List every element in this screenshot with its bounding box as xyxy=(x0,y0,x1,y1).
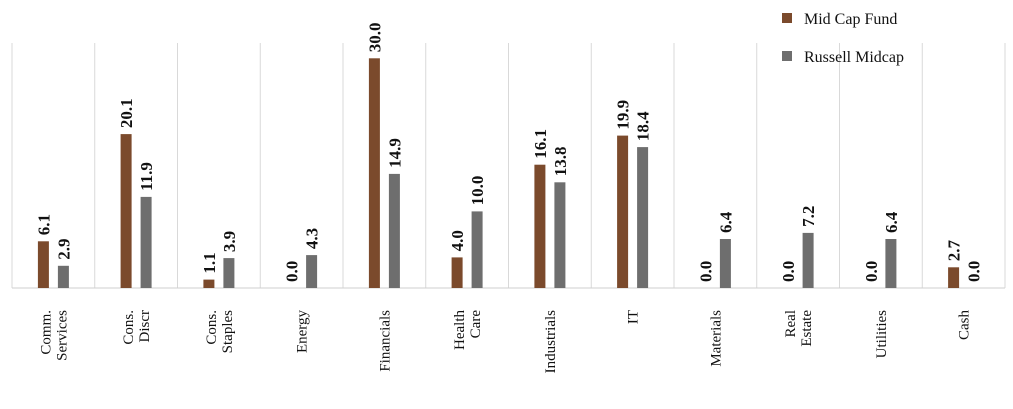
data-label: 10.0 xyxy=(468,176,487,206)
bar xyxy=(617,135,629,288)
bar xyxy=(203,279,215,288)
category-label: Comm. xyxy=(38,310,54,355)
bar xyxy=(37,241,49,288)
data-label: 0.0 xyxy=(965,261,984,282)
data-label: 6.4 xyxy=(716,211,735,233)
data-labels-group: 6.12.920.111.91.13.90.04.330.014.94.010.… xyxy=(34,23,983,282)
bar xyxy=(451,257,463,288)
data-label: 11.9 xyxy=(137,162,156,191)
data-label: 13.8 xyxy=(551,147,570,177)
category-label: Cash xyxy=(957,310,973,341)
category-label: Utilities xyxy=(874,310,890,358)
data-label: 0.0 xyxy=(696,261,715,282)
legend-label-mid-cap-fund: Mid Cap Fund xyxy=(804,11,897,28)
legend-swatch-russell-midcap xyxy=(782,51,792,61)
legend-swatch-mid-cap-fund xyxy=(782,13,792,23)
category-label: Cons. xyxy=(121,310,137,345)
legend: Mid Cap Fund Russell Midcap xyxy=(782,11,904,66)
category-label: Discr xyxy=(137,310,153,343)
category-label: Energy xyxy=(295,310,311,354)
category-label: IT xyxy=(626,310,642,324)
data-label: 0.0 xyxy=(283,261,302,282)
category-label: Services xyxy=(54,310,70,361)
bar xyxy=(534,164,546,288)
bar xyxy=(388,173,400,288)
data-label: 20.1 xyxy=(117,98,136,128)
bar xyxy=(554,182,566,288)
category-label: Staples xyxy=(220,310,236,353)
category-label: Estate xyxy=(799,310,815,347)
data-label: 6.1 xyxy=(34,214,53,235)
bar xyxy=(802,232,814,288)
data-label: 1.1 xyxy=(200,252,219,273)
category-label: Cons. xyxy=(204,310,220,345)
category-label: Materials xyxy=(708,310,724,367)
data-label: 19.9 xyxy=(614,100,633,130)
bar xyxy=(223,258,235,288)
bar xyxy=(368,58,380,288)
data-label: 30.0 xyxy=(365,23,384,53)
bar xyxy=(885,239,897,288)
data-label: 18.4 xyxy=(634,111,653,141)
category-label: Health xyxy=(452,310,468,350)
data-label: 3.9 xyxy=(220,231,239,252)
bar xyxy=(637,147,649,288)
data-label: 0.0 xyxy=(779,261,798,282)
category-label: Financials xyxy=(377,310,393,372)
bar xyxy=(471,211,483,288)
bars-group xyxy=(37,58,960,288)
bar xyxy=(719,239,731,288)
category-label: Care xyxy=(468,310,484,339)
data-label: 0.0 xyxy=(862,261,881,282)
data-label: 7.2 xyxy=(799,206,818,227)
data-label: 4.0 xyxy=(448,230,467,251)
legend-label-russell-midcap: Russell Midcap xyxy=(804,49,904,66)
data-label: 14.9 xyxy=(385,138,404,168)
category-label: Industrials xyxy=(543,310,559,373)
category-label: Real xyxy=(783,310,799,338)
category-labels-group: Comm. Services Cons. Discr Cons. Staples Energ… xyxy=(38,310,972,374)
bar xyxy=(140,196,152,288)
bar xyxy=(306,255,318,288)
bar xyxy=(57,265,69,288)
bar xyxy=(120,134,132,288)
category-separators xyxy=(11,43,1006,288)
data-label: 2.9 xyxy=(54,239,73,260)
data-label: 2.7 xyxy=(945,240,964,262)
data-label: 16.1 xyxy=(531,129,550,159)
data-label: 6.4 xyxy=(882,211,901,233)
bar xyxy=(948,267,960,288)
data-label: 4.3 xyxy=(303,228,322,249)
